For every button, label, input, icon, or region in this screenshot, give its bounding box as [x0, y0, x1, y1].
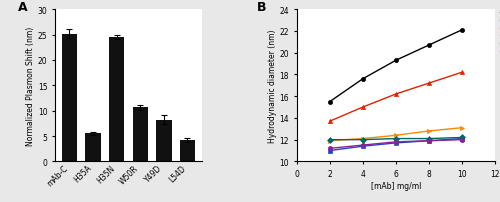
H35A [426, 140, 432, 142]
mAb-C [459, 29, 465, 32]
L54D [426, 140, 432, 142]
mAb-C [360, 78, 366, 81]
mAb-C [393, 60, 399, 62]
Y49D [459, 137, 465, 139]
H35N [393, 93, 399, 96]
H35A [393, 142, 399, 144]
Line: L54D: L54D [328, 138, 464, 151]
W50R [327, 140, 333, 142]
H35N [360, 106, 366, 109]
W50R [393, 134, 399, 137]
L54D [360, 144, 366, 147]
Line: W50R: W50R [328, 126, 464, 143]
mAb-C [327, 101, 333, 103]
W50R [459, 127, 465, 129]
Bar [156, 120, 172, 162]
Line: Y49D: Y49D [328, 136, 464, 142]
Bar [86, 134, 100, 162]
Y-axis label: Hydrodynamic diameter (nm): Hydrodynamic diameter (nm) [268, 29, 276, 142]
Bar [62, 34, 77, 162]
X-axis label: [mAb] mg/ml: [mAb] mg/ml [370, 181, 421, 190]
Y49D [327, 139, 333, 141]
mAb-C [426, 45, 432, 47]
Bar [109, 38, 124, 162]
W50R [360, 138, 366, 140]
H35N [426, 82, 432, 85]
Text: B: B [257, 1, 266, 14]
Y49D [360, 139, 366, 141]
Line: H35N: H35N [328, 71, 464, 124]
W50R [426, 130, 432, 133]
H35A [327, 149, 333, 152]
Y49D [393, 138, 399, 140]
L54D [459, 139, 465, 141]
Text: A: A [18, 1, 28, 14]
Bar [180, 140, 195, 162]
L54D [327, 147, 333, 150]
L54D [393, 141, 399, 143]
H35N [327, 120, 333, 123]
Y-axis label: Normalized Plasmon Shift (nm): Normalized Plasmon Shift (nm) [26, 26, 35, 145]
Y49D [426, 138, 432, 140]
H35N [459, 72, 465, 74]
Line: H35A: H35A [328, 137, 464, 153]
Bar [132, 107, 148, 162]
H35A [360, 145, 366, 148]
Line: mAb-C: mAb-C [328, 29, 464, 104]
H35A [459, 138, 465, 140]
